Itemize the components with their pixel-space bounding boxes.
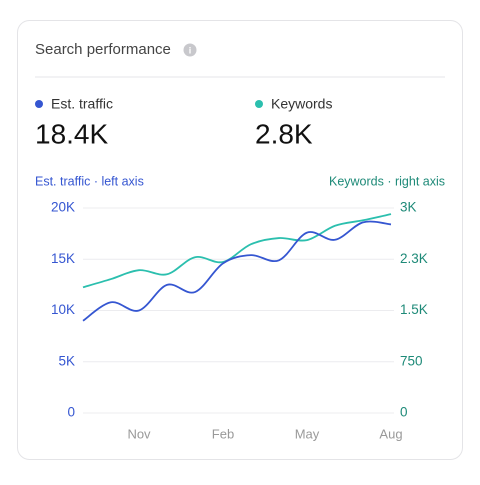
series-line xyxy=(82,220,392,322)
x-tick-label: Feb xyxy=(212,426,234,441)
y-tick-label: 0 xyxy=(67,405,75,420)
series-line xyxy=(82,213,392,289)
y2-axis-label: Keywords · right axis xyxy=(329,174,445,188)
info-icon[interactable] xyxy=(183,43,197,57)
card xyxy=(17,20,463,460)
legend-label: Est. traffic xyxy=(51,96,113,112)
y2-tick-label: 0 xyxy=(400,405,408,420)
x-tick-label: May xyxy=(295,426,320,441)
y2-tick-label: 2.3K xyxy=(400,251,428,266)
y2-tick-label: 1.5K xyxy=(400,302,428,317)
x-tick-label: Nov xyxy=(127,426,151,441)
legend-dot xyxy=(35,100,43,108)
y-tick-label: 10K xyxy=(51,302,75,317)
kpi-value: 2.8K xyxy=(255,118,313,149)
info-icon-glyph: i xyxy=(189,45,192,55)
legend-dot xyxy=(255,100,263,108)
x-tick-label: Aug xyxy=(379,426,402,441)
y-tick-label: 20K xyxy=(51,200,75,215)
legend-label: Keywords xyxy=(271,96,332,112)
card-title: Search performance xyxy=(35,41,171,58)
y-tick-label: 15K xyxy=(51,251,75,266)
y2-tick-label: 3K xyxy=(400,200,417,215)
y-tick-label: 5K xyxy=(58,353,75,368)
y-axis-label: Est. traffic · left axis xyxy=(35,174,144,188)
y2-tick-label: 750 xyxy=(400,353,423,368)
kpi-value: 18.4K xyxy=(35,118,108,149)
